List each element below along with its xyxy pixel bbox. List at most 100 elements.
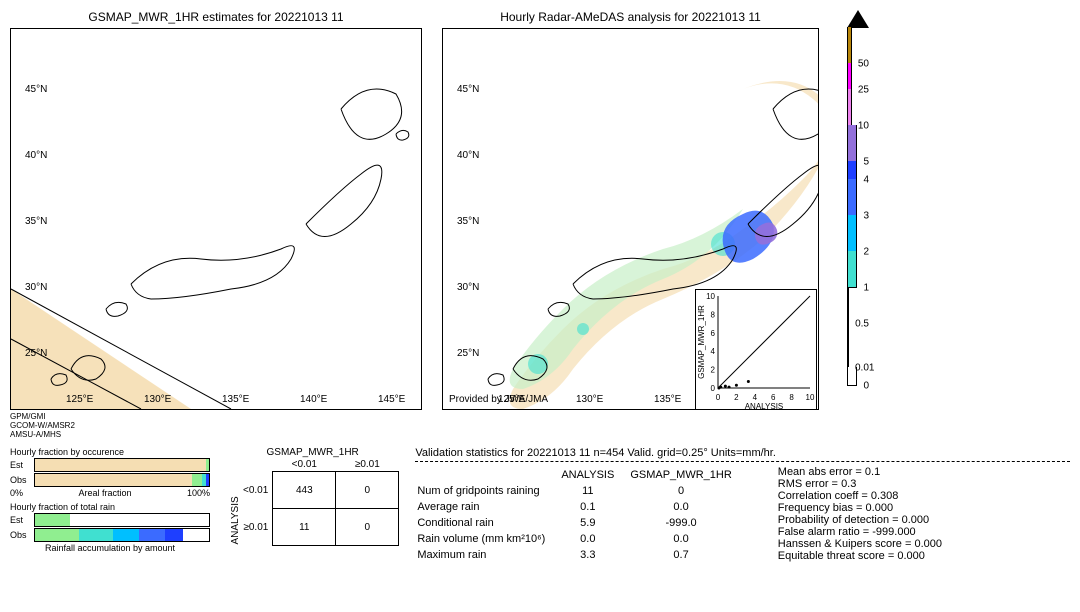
svg-text:4: 4 [753, 393, 758, 402]
metric-label: RMS error = [778, 478, 838, 490]
lat-tick: 40°N [25, 150, 47, 161]
ct-row-h0: <0.01 [242, 472, 273, 509]
ct-cell-00: 443 [273, 472, 336, 509]
metric-row: Frequency bias = 0.000 [778, 502, 942, 514]
svg-text:10: 10 [806, 393, 815, 402]
metric-label: False alarm ratio = [778, 526, 869, 538]
totalrain-obs-row: Obs [10, 528, 210, 542]
metric-value: -999.000 [872, 526, 915, 538]
totalrain-est-row: Est [10, 513, 210, 527]
scatter-svg: 00224466881010ANALYSISGSMAP_MWR_1HR [696, 290, 816, 410]
metric-label: Correlation coeff = [778, 490, 868, 502]
stats-val-b: 0.0 [630, 532, 745, 546]
stats-val-b: 0 [630, 484, 745, 498]
stats-label: Average rain [417, 500, 559, 514]
colorbar-label: 50 [858, 59, 869, 70]
occurrence-xaxis: 0% Areal fraction 100% [10, 488, 210, 498]
colorbar-arrow-icon [847, 10, 869, 28]
stats-row: Rain volume (mm km²10⁶)0.00.0 [417, 532, 745, 546]
svg-text:2: 2 [734, 393, 739, 402]
lon-tick: 125°E [66, 394, 93, 405]
stats-row: Maximum rain3.30.7 [417, 548, 745, 562]
ct-row-h1: ≥0.01 [242, 509, 273, 546]
metric-row: RMS error = 0.3 [778, 478, 942, 490]
stats-val-a: 5.9 [561, 516, 628, 530]
crosstab: GSMAP_MWR_1HR ANALYSIS <0.01 ≥0.01 <0.01… [226, 447, 399, 546]
stats-title: Validation statistics for 20221013 11 n=… [415, 447, 1070, 459]
stats-val-a: 11 [561, 484, 628, 498]
colorbar-label: 0.01 [855, 363, 874, 374]
stats-row: Num of gridpoints raining110 [417, 484, 745, 498]
colorbar-label: 0.5 [855, 319, 869, 330]
metric-value: 0.000 [866, 502, 894, 514]
metric-value: 0.000 [914, 538, 942, 550]
svg-text:2: 2 [711, 366, 716, 375]
metric-label: Hanssen & Kuipers score = [778, 538, 912, 550]
bar-segment [206, 474, 209, 486]
row-label: Est [10, 460, 34, 470]
lon-tick: 130°E [144, 394, 171, 405]
lat-tick: 40°N [457, 150, 479, 161]
occurrence-title: Hourly fraction by occurence [10, 447, 210, 457]
right-map-panel: Hourly Radar-AMeDAS analysis for 2022101… [442, 10, 819, 439]
bar-segment [35, 474, 192, 486]
stats-val-b: 0.7 [630, 548, 745, 562]
crosstab-row-title: ANALYSIS [226, 458, 242, 546]
lon-tick: 145°E [378, 394, 405, 405]
metric-value: 0.000 [902, 514, 930, 526]
totalrain-title: Hourly fraction of total rain [10, 502, 210, 512]
footer-line: GCOM-W/AMSR2 [10, 421, 422, 430]
stats-block: Validation statistics for 20221013 11 n=… [415, 447, 1070, 564]
crosstab-table: ANALYSIS <0.01 ≥0.01 <0.01 443 0 ≥0.01 1… [226, 458, 399, 546]
bar-segment [35, 529, 79, 541]
ct-cell-10: 11 [273, 509, 336, 546]
stats-header-row: ANALYSIS GSMAP_MWR_1HR [417, 468, 745, 482]
top-row: GSMAP_MWR_1HR estimates for 20221013 11 … [10, 10, 1070, 439]
bar-segment [165, 529, 182, 541]
lat-tick: 45°N [25, 84, 47, 95]
left-map: 45°N40°N35°N30°N25°N125°E130°E135°E140°E… [10, 28, 422, 410]
colorbar-label: 2 [863, 247, 869, 258]
stats-table: ANALYSIS GSMAP_MWR_1HR Num of gridpoints… [415, 466, 747, 564]
svg-text:6: 6 [771, 393, 776, 402]
svg-text:0: 0 [711, 384, 716, 393]
dash-rule [415, 461, 1070, 462]
totalrain-footer: Rainfall accumulation by amount [10, 543, 210, 553]
row-label: Obs [10, 475, 34, 485]
colorbar-label: 5 [863, 157, 869, 168]
svg-text:GSMAP_MWR_1HR: GSMAP_MWR_1HR [697, 305, 706, 379]
colorbar-label: 1 [863, 283, 869, 294]
occurrence-est-bar [34, 458, 210, 472]
ct-cell-01: 0 [336, 472, 399, 509]
colorbar-label: 10 [858, 121, 869, 132]
lat-tick: 30°N [457, 282, 479, 293]
stats-label: Maximum rain [417, 548, 559, 562]
bar-segment [79, 529, 114, 541]
stats-col-h1: GSMAP_MWR_1HR [630, 468, 745, 482]
crosstab-col-title: GSMAP_MWR_1HR [226, 447, 399, 458]
svg-text:8: 8 [789, 393, 794, 402]
lat-tick: 25°N [457, 348, 479, 359]
right-map-title: Hourly Radar-AMeDAS analysis for 2022101… [442, 10, 819, 24]
stats-val-b: 0.0 [630, 500, 745, 514]
xaxis-label: Areal fraction [78, 488, 131, 498]
metric-label: Equitable threat score = [778, 550, 895, 562]
stats-columns: ANALYSIS GSMAP_MWR_1HR Num of gridpoints… [415, 466, 1070, 564]
lon-tick: 125°E [498, 394, 525, 405]
svg-text:0: 0 [716, 393, 721, 402]
lon-tick: 130°E [576, 394, 603, 405]
stats-val-a: 0.0 [561, 532, 628, 546]
svg-text:4: 4 [711, 347, 716, 356]
footer-line: GPM/GMI [10, 412, 422, 421]
scatter-inset: 00224466881010ANALYSISGSMAP_MWR_1HR [695, 289, 817, 410]
left-map-panel: GSMAP_MWR_1HR estimates for 20221013 11 … [10, 10, 422, 439]
totalrain-est-bar [34, 513, 210, 527]
left-map-title: GSMAP_MWR_1HR estimates for 20221013 11 [10, 10, 422, 24]
bar-segment [35, 459, 206, 471]
ct-cell-11: 0 [336, 509, 399, 546]
colorbar: 502510543210.50.010 [847, 10, 869, 439]
xaxis-right: 100% [187, 488, 210, 498]
occurrence-obs-bar [34, 473, 210, 487]
small-charts: Hourly fraction by occurence Est Obs 0% … [10, 447, 210, 553]
metric-row: Equitable threat score = 0.000 [778, 550, 942, 562]
